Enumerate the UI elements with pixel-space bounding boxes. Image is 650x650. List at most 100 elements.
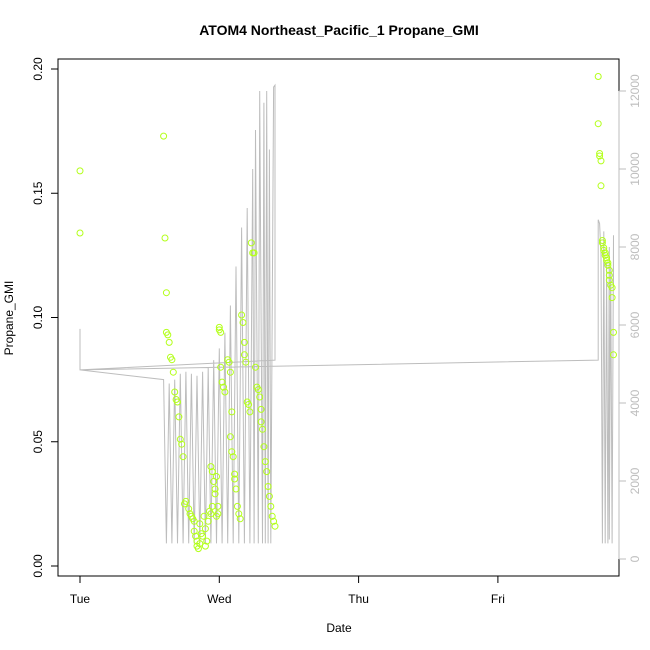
x-tick-label: Thu (348, 592, 369, 606)
data-point (201, 542, 209, 550)
data-point (213, 473, 220, 480)
data-point (207, 510, 215, 518)
x-axis-label: Date (326, 621, 352, 635)
data-point (231, 470, 239, 478)
altitude-line (79, 83, 614, 544)
data-point (265, 492, 273, 500)
data-point (226, 433, 234, 441)
data-point (240, 338, 248, 346)
data-point (240, 351, 248, 359)
data-point (214, 502, 222, 510)
data-point (161, 234, 169, 242)
x-tick-label: Fri (491, 592, 505, 606)
data-point (604, 261, 612, 269)
data-point (263, 468, 271, 476)
data-point (215, 323, 223, 331)
right-axis: 0 2000 4000 6000 8000 10000 12000 (618, 74, 642, 562)
data-point (239, 319, 247, 326)
data-point (208, 468, 216, 476)
data-point (225, 358, 233, 366)
data-point (256, 393, 264, 401)
data-point (600, 244, 608, 252)
data-point (175, 413, 183, 421)
data-point (245, 401, 253, 408)
data-point (598, 237, 606, 244)
data-point (211, 485, 219, 493)
data-point (179, 453, 187, 461)
data-point (252, 363, 259, 371)
data-point (185, 505, 193, 513)
data-point (190, 527, 198, 535)
data-point (261, 458, 269, 466)
data-point (228, 408, 236, 416)
data-point (160, 132, 168, 140)
data-point (238, 311, 246, 319)
data-point (236, 515, 244, 523)
data-point (250, 249, 258, 257)
y2-tick-label: 6000 (628, 311, 642, 338)
data-point (603, 254, 611, 262)
data-point (76, 167, 84, 175)
data-point (596, 150, 604, 157)
data-point (190, 517, 198, 525)
data-point (247, 239, 255, 247)
data-point (597, 157, 605, 165)
data-point (268, 512, 276, 520)
y2-tick-label: 0 (628, 555, 642, 562)
data-point (264, 483, 272, 490)
data-point (233, 502, 241, 510)
data-point (605, 276, 613, 284)
data-point (171, 388, 179, 396)
data-point (232, 485, 240, 493)
data-point (604, 259, 612, 267)
data-point (220, 383, 227, 391)
data-point (201, 525, 209, 533)
data-point (228, 448, 236, 456)
x-tick-label: Wed (207, 592, 231, 606)
y-axis-label: Propane_GMI (2, 281, 16, 356)
data-point (596, 152, 604, 160)
data-point (178, 440, 186, 448)
data-point (605, 271, 613, 279)
data-point (242, 358, 250, 366)
bottom-axis: Tue Wed Thu Fri (70, 575, 505, 606)
data-point (601, 249, 609, 257)
data-point (196, 520, 204, 528)
data-point (608, 294, 616, 302)
data-point (194, 545, 202, 553)
data-point (594, 73, 602, 80)
data-point (214, 510, 222, 518)
data-point (218, 378, 226, 386)
data-point (259, 425, 266, 433)
y-tick-label: 0.05 (31, 430, 45, 454)
data-point (165, 338, 173, 346)
data-point (217, 328, 225, 336)
data-point (76, 229, 84, 237)
data-point (217, 363, 225, 371)
data-point (608, 284, 616, 292)
data-point (257, 405, 265, 413)
data-point (231, 475, 239, 483)
data-point (204, 517, 212, 525)
data-point (211, 490, 219, 498)
data-point (257, 418, 265, 426)
data-point (594, 120, 602, 128)
data-point (235, 510, 243, 518)
data-point (200, 512, 208, 520)
data-point (605, 266, 613, 274)
data-point (164, 331, 172, 339)
data-point (162, 289, 170, 297)
data-point (229, 453, 237, 461)
y2-tick-label: 8000 (628, 233, 642, 260)
data-point (221, 388, 229, 396)
chart-title: ATOM4 Northeast_Pacific_1 Propane_GMI (199, 22, 479, 38)
y2-tick-label: 12000 (628, 74, 642, 108)
data-point (254, 386, 262, 394)
data-point (610, 351, 617, 359)
altitude-line-layer (79, 83, 614, 544)
y-tick-label: 0.00 (31, 554, 45, 578)
data-point (192, 532, 200, 540)
data-point (597, 182, 605, 190)
y-tick-label: 0.15 (31, 181, 45, 205)
